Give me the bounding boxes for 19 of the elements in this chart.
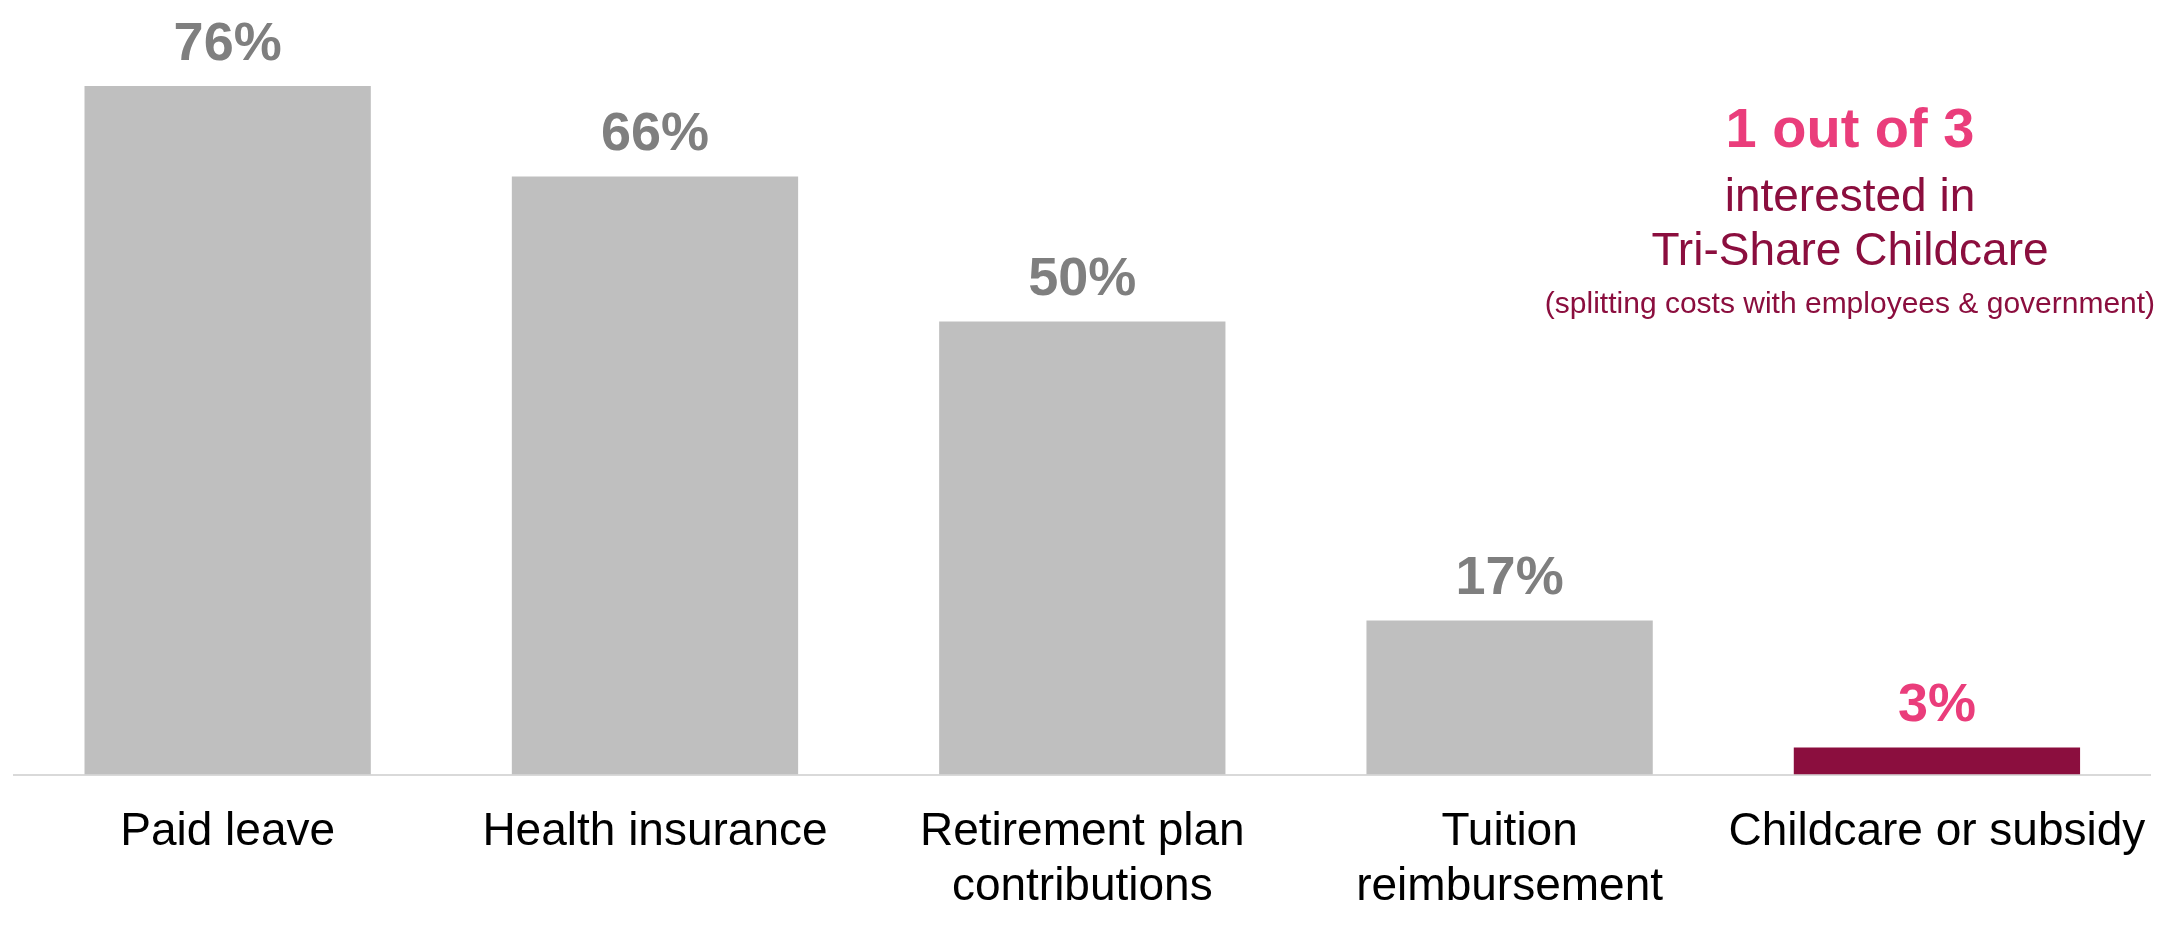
data-label: 76% (173, 10, 282, 71)
annotation: Tri-Share Childcare (1650, 222, 2050, 276)
annotation: 1 out of 3 (1724, 95, 1976, 160)
bar (1366, 620, 1653, 775)
data-label: 3% (1897, 672, 1976, 733)
x-tick-label: Retirement plan contributions (919, 802, 1245, 911)
data-label: 50% (1028, 246, 1137, 307)
x-tick-label: Childcare or subsidy (1728, 802, 2146, 855)
x-tick-label: Paid leave (120, 802, 336, 855)
annotation: interested in (1723, 168, 1977, 222)
annotation: (splitting costs with employees & government) (1543, 286, 2157, 320)
data-label: 17% (1455, 545, 1564, 606)
bar (511, 176, 799, 775)
bar (84, 86, 371, 775)
bar (939, 321, 1226, 775)
data-label: 66% (600, 101, 710, 162)
bar (1793, 747, 2081, 775)
x-tick-label: Tuition reimbursement (1356, 802, 1664, 911)
x-tick-label: Health insurance (482, 802, 828, 855)
